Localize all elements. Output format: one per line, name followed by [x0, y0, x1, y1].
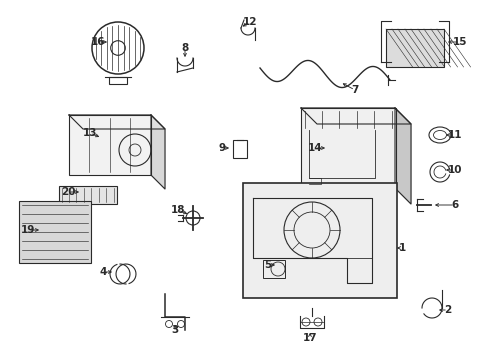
Text: 14: 14 — [307, 143, 322, 153]
Text: 12: 12 — [242, 17, 257, 27]
Text: 6: 6 — [450, 200, 458, 210]
Text: 5: 5 — [264, 260, 271, 270]
Text: 10: 10 — [447, 165, 461, 175]
Text: 15: 15 — [452, 37, 467, 47]
Polygon shape — [301, 108, 410, 124]
Bar — [19, 201, 91, 263]
Bar — [232, 140, 246, 158]
Polygon shape — [394, 108, 410, 204]
Bar — [109, 77, 127, 84]
Bar — [301, 108, 395, 188]
Text: 11: 11 — [447, 130, 461, 140]
Bar — [59, 186, 117, 204]
Bar — [243, 183, 396, 298]
Bar — [263, 260, 285, 278]
Text: 17: 17 — [302, 333, 317, 343]
Text: 8: 8 — [181, 43, 188, 53]
Text: 3: 3 — [171, 325, 178, 335]
Polygon shape — [151, 115, 164, 189]
Text: 4: 4 — [99, 267, 106, 277]
Bar — [69, 115, 151, 175]
Text: 18: 18 — [170, 205, 185, 215]
Text: 20: 20 — [61, 187, 75, 197]
Text: 13: 13 — [82, 128, 97, 138]
Bar — [385, 29, 443, 67]
Text: 7: 7 — [350, 85, 358, 95]
Text: 16: 16 — [91, 37, 105, 47]
Text: 2: 2 — [444, 305, 451, 315]
Polygon shape — [69, 115, 164, 129]
Text: 19: 19 — [21, 225, 35, 235]
Text: 1: 1 — [398, 243, 405, 253]
Text: 9: 9 — [218, 143, 225, 153]
